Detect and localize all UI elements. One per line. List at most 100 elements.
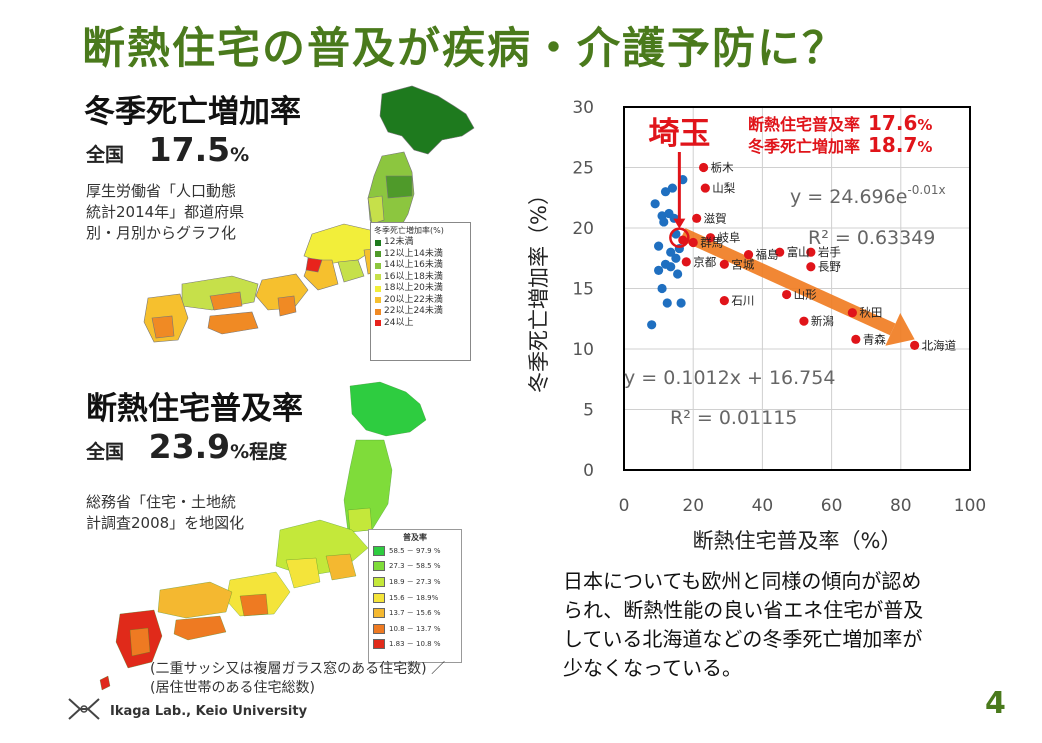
highlight-stat-unit: % xyxy=(917,138,932,156)
point-label: 長野 xyxy=(818,260,841,274)
point-label: 群馬 xyxy=(700,236,723,250)
winter-legend-item: 20以上22未満 xyxy=(371,295,470,307)
winter-map-legend: 冬季死亡増加率(%) 12未満 12以上14未満 14以上16未満 16以上18未満 1… xyxy=(370,222,471,361)
winter-national-rate: 全国 17.5% xyxy=(86,130,249,169)
legend-swatch xyxy=(375,297,381,304)
highlight-stat-label: 断熱住宅普及率 17.6% xyxy=(748,111,932,135)
y-tick-label: 5 xyxy=(583,401,594,421)
data-point xyxy=(654,241,664,251)
legend-label: 10.8 － 13.7 % xyxy=(389,624,441,633)
winter-legend-item: 14以上16未満 xyxy=(371,260,470,272)
legend-swatch xyxy=(375,239,381,246)
data-point xyxy=(698,162,709,173)
winter-legend-item: 16以上18未満 xyxy=(371,272,470,284)
insulation-legend-item: 27.3 － 58.5 % xyxy=(369,559,461,575)
y-axis-title: 冬季死亡増加率（%） xyxy=(527,184,551,393)
page-number: 4 xyxy=(985,686,1006,721)
legend-swatch xyxy=(375,262,381,269)
exp-fit-exponent: -0.01x xyxy=(907,183,945,197)
point-label: 福島 xyxy=(756,248,779,262)
insulation-national-unit: %程度 xyxy=(230,441,288,463)
data-point xyxy=(666,247,676,257)
y-tick-label: 20 xyxy=(572,219,594,239)
legend-swatch xyxy=(373,639,385,650)
legend-swatch xyxy=(373,545,385,556)
legend-label: 24以上 xyxy=(384,317,414,328)
point-label: 新潟 xyxy=(811,314,834,328)
scatter-chart: 0 5 10 15 20 25 30 0 20 40 60 80 100 断熱住宅普及率（%） 冬季死亡増加… xyxy=(527,98,986,553)
legend-label: 13.7 － 15.6 % xyxy=(389,609,441,618)
winter-legend-item: 12未満 xyxy=(371,237,470,249)
x-tick-label: 80 xyxy=(890,496,912,516)
winter-legend-item: 12以上14未満 xyxy=(371,249,470,261)
data-point xyxy=(688,237,698,248)
data-point xyxy=(806,247,816,257)
legend-label: 14以上16未満 xyxy=(384,260,443,270)
data-point xyxy=(775,247,785,257)
point-label: 秋田 xyxy=(859,306,882,320)
insulation-definition-note: (二重サッシ又は複層ガラス窓のある住宅数) ／ (居住世帯のある住宅総数) xyxy=(150,660,445,698)
conclusion-line: している北海道などの冬季死亡増加率が xyxy=(563,627,923,651)
insulation-national-rate: 全国 23.9%程度 xyxy=(86,427,287,466)
highlight-ring xyxy=(669,227,690,248)
data-point xyxy=(799,316,809,326)
legend-label: 1.83 － 10.8 % xyxy=(389,640,441,649)
page-title: 断熱住宅の普及が疾病・介護予防に？ xyxy=(82,24,847,74)
point-label: 山形 xyxy=(794,288,817,302)
data-point xyxy=(700,183,710,193)
data-point xyxy=(659,217,669,227)
data-point xyxy=(719,296,729,306)
highlight-stat-label: 冬季死亡増加率 18.7% xyxy=(748,133,932,157)
conclusion-text: 日本についても欧州と同様の傾向が認め られ、断熱性能の良い省エネ住宅が普及 して… xyxy=(563,567,923,683)
insulation-heading: 断熱住宅普及率 xyxy=(86,391,303,427)
data-point xyxy=(662,298,672,308)
data-point xyxy=(851,334,861,344)
data-point xyxy=(692,213,702,223)
x-tick-label: 100 xyxy=(954,496,986,516)
data-point xyxy=(667,183,678,193)
highlight-stat-value: 17.6 xyxy=(868,111,917,135)
winter-source-line: 統計2014年」都道府県 xyxy=(86,203,245,221)
x-tick-label: 40 xyxy=(752,496,774,516)
insulation-legend-item: 1.83 － 10.8 % xyxy=(369,637,461,653)
legend-label: 58.5 － 97.9 % xyxy=(389,546,441,555)
x-tick-label: 60 xyxy=(821,496,843,516)
y-tick-label: 25 xyxy=(572,159,594,179)
legend-swatch xyxy=(375,285,381,292)
y-tick-label: 30 xyxy=(572,98,594,118)
exp-fit-equation: y = 24.696e-0.01x xyxy=(790,183,946,208)
legend-label: 18.9 － 27.3 % xyxy=(389,577,441,586)
insulation-national-value: 23.9 xyxy=(148,427,231,466)
insulation-legend-title: 普及率 xyxy=(403,533,427,542)
data-point xyxy=(910,340,920,350)
legend-swatch xyxy=(373,561,385,572)
conclusion-line: 少なくなっている。 xyxy=(563,656,742,680)
legend-label: 22以上24未満 xyxy=(384,306,443,316)
legend-label: 27.3 － 58.5 % xyxy=(389,562,441,571)
data-point xyxy=(681,257,691,267)
insulation-national-label: 全国 xyxy=(86,441,125,463)
highlight-stat-unit: % xyxy=(917,116,932,134)
point-label: 宮城 xyxy=(731,257,754,271)
note-line: (二重サッシ又は複層ガラス窓のある住宅数) ／ xyxy=(150,661,446,677)
point-label: 岩手 xyxy=(818,245,841,259)
winter-mortality-heading: 冬季死亡増加率 xyxy=(84,94,301,130)
point-label: 富山 xyxy=(787,245,810,259)
winter-legend-item: 24以上 xyxy=(371,318,470,330)
legend-label: 16以上18未満 xyxy=(384,271,443,282)
legend-swatch xyxy=(375,251,381,258)
x-tick-label: 20 xyxy=(682,496,704,516)
winter-legend-title: 冬季死亡増加率(%) xyxy=(374,226,444,235)
data-point xyxy=(666,262,676,272)
plot-frame xyxy=(623,106,971,471)
insulation-legend-item: 58.5 － 97.9 % xyxy=(369,543,461,559)
insulation-legend-item: 15.6 － 18.9% xyxy=(369,590,461,606)
winter-source-line: 別・月別からグラフ化 xyxy=(86,224,237,242)
x-tick-label: 0 xyxy=(619,496,630,516)
linear-fit-r2: R² = 0.01115 xyxy=(670,407,797,429)
winter-legend-item: 22以上24未満 xyxy=(371,306,470,318)
insulation-source: 総務省「住宅・土地統 計調査2008」を地図化 xyxy=(86,492,244,534)
highlight-stat-value: 18.7 xyxy=(868,133,917,157)
insulation-legend-item: 13.7 － 15.6 % xyxy=(369,605,461,621)
legend-swatch xyxy=(375,320,381,327)
